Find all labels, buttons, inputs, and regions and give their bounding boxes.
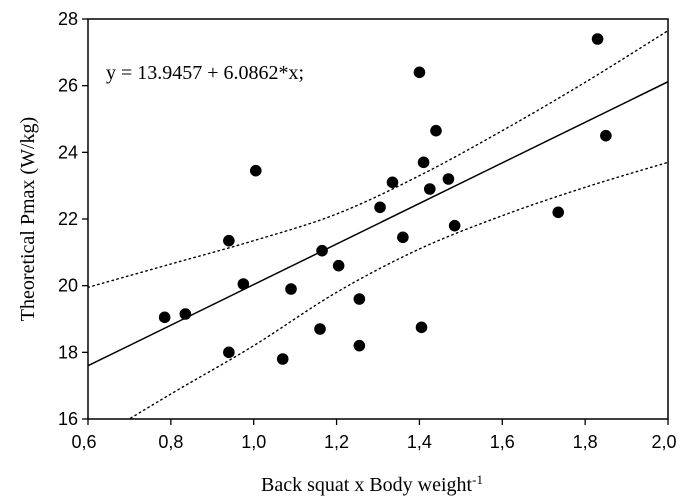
data-point xyxy=(285,283,297,295)
data-point xyxy=(600,129,612,142)
data-point xyxy=(442,173,455,185)
y-tick-label: 28 xyxy=(58,9,78,29)
data-point xyxy=(353,293,366,305)
y-tick-label: 22 xyxy=(58,209,78,229)
regression-line xyxy=(88,81,668,367)
y-tick-label: 18 xyxy=(58,342,78,362)
data-point xyxy=(179,308,192,320)
data-point xyxy=(430,124,442,137)
data-point xyxy=(314,323,326,335)
data-point xyxy=(158,311,171,324)
data-point xyxy=(249,164,262,177)
data-point xyxy=(353,339,366,352)
x-tick-label: 1,4 xyxy=(407,432,432,452)
axis-ticks: 0,6 0,8 1,0 1,2 1,4 1,6 1,8 2,0 16 18 20 22 24 26 28 xyxy=(58,9,677,452)
x-tick-label: 0,8 xyxy=(158,432,183,452)
x-tick-label: 1,0 xyxy=(241,432,266,452)
data-point xyxy=(397,231,409,244)
y-tick-label: 20 xyxy=(58,276,78,296)
data-point xyxy=(413,66,426,79)
y-tick-label: 16 xyxy=(58,409,78,429)
data-point xyxy=(591,33,604,45)
y-tick-label: 24 xyxy=(58,142,78,162)
data-point xyxy=(552,206,565,219)
y-axis-title: Theoretical Pmax (W/kg) xyxy=(17,117,39,321)
data-point xyxy=(237,278,250,290)
data-point xyxy=(386,176,399,189)
x-tick-label: 1,6 xyxy=(490,432,515,452)
x-tick-label: 0,6 xyxy=(71,432,96,452)
data-point xyxy=(223,346,235,359)
data-point xyxy=(223,234,235,247)
y-tick-label: 26 xyxy=(58,76,78,96)
x-axis-title-group: Back squat x Body weight-1 xyxy=(261,472,483,496)
data-point xyxy=(423,183,436,195)
x-axis-title: Back squat x Body weight xyxy=(261,474,473,496)
x-axis-title-superscript: -1 xyxy=(472,472,483,487)
plot-area xyxy=(88,29,668,419)
data-point xyxy=(316,244,328,257)
data-point xyxy=(276,353,289,365)
data-point xyxy=(417,156,430,169)
x-tick-label: 2,0 xyxy=(651,432,676,452)
x-tick-label: 1,2 xyxy=(324,432,349,452)
data-point xyxy=(332,259,345,272)
data-point xyxy=(415,321,428,334)
data-point xyxy=(374,201,386,214)
regression-equation: y = 13.9457 + 6.0862*x; xyxy=(106,62,304,84)
lower-confidence-band xyxy=(127,161,668,419)
x-tick-label: 1,8 xyxy=(573,432,598,452)
upper-confidence-band xyxy=(88,29,668,289)
data-point xyxy=(448,219,461,232)
